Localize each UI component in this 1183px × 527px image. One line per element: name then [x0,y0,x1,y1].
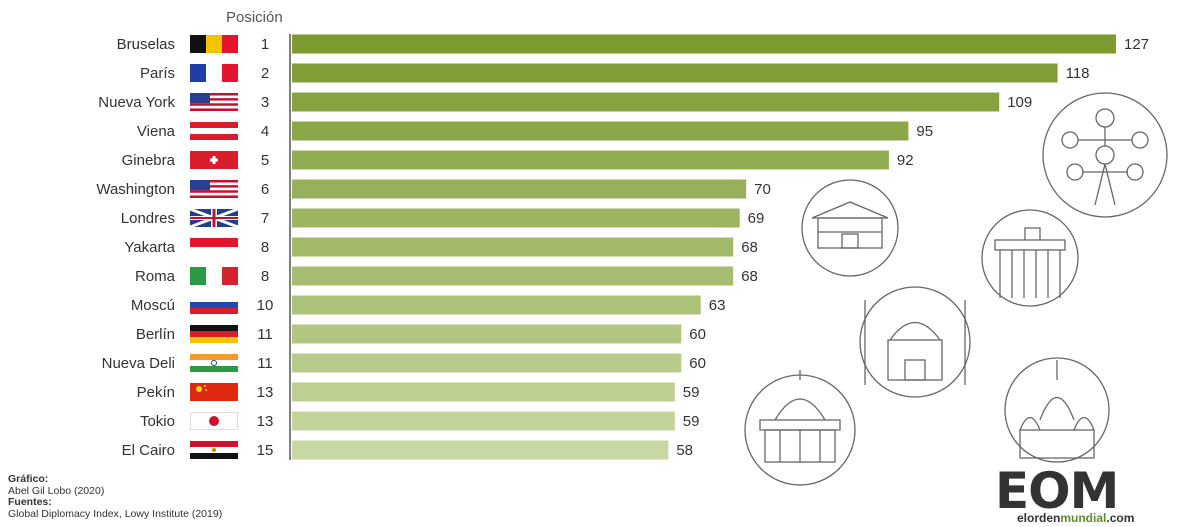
id-flag [190,238,238,256]
value-label: 127 [1124,36,1149,53]
position-label: 6 [261,181,269,198]
cn-flag [190,383,238,401]
de-flag [190,325,238,343]
atomium-icon [1042,92,1168,218]
position-label: 15 [257,442,274,459]
value-label: 95 [916,123,933,140]
city-label: El Cairo [122,442,175,459]
mosque-icon [859,286,971,398]
forbidden-city-icon [801,179,899,277]
value-label: 68 [741,268,758,285]
capitol-icon [744,370,856,486]
in-flag [190,354,238,372]
city-label: Yakarta [124,239,175,256]
logo-site: elordenmundial.com [1017,511,1135,525]
logo-mark: EOM [995,462,1119,520]
value-label: 63 [709,297,726,314]
value-label: 60 [689,326,706,343]
city-label: Ginebra [122,152,176,169]
value-label: 118 [1066,65,1090,82]
value-label: 59 [683,413,700,430]
city-label: Nueva York [98,94,175,111]
value-label: 60 [689,355,706,372]
ru-flag [190,296,238,314]
city-label: Berlín [136,326,175,343]
position-header: Posición [226,9,283,26]
value-label: 69 [748,210,765,227]
city-label: París [140,65,175,82]
value-label: 59 [683,384,700,401]
bar [292,324,682,344]
jp-flag [190,412,238,430]
fr-flag [190,64,238,82]
bar [292,150,889,170]
value-label: 92 [897,152,914,169]
sources-text: Global Diplomacy Index, Lowy Institute (… [8,507,223,520]
position-label: 7 [261,210,269,227]
bar [292,411,675,431]
value-label: 109 [1007,94,1032,111]
bar [292,237,734,257]
value-label: 70 [754,181,771,198]
position-label: 3 [261,94,269,111]
position-label: 11 [257,326,273,343]
position-label: 10 [257,297,274,314]
value-label: 58 [676,442,693,459]
bar [292,92,1000,112]
position-label: 2 [261,65,269,82]
us-flag [190,93,238,111]
bar [292,440,669,460]
position-label: 5 [261,152,269,169]
city-label: Viena [137,123,176,140]
bar [292,179,747,199]
city-label: Moscú [131,297,175,314]
be-flag [190,35,238,53]
credits: Gráfico: Abel Gil Lobo (2020) Fuentes: G… [8,473,223,520]
graphic-label: Gráfico: [8,473,49,485]
city-label: Tokio [140,413,175,430]
city-label: Roma [135,268,176,285]
bar [292,34,1116,54]
uk-flag [189,207,239,229]
position-label: 8 [261,268,269,285]
position-label: 11 [257,355,273,372]
position-label: 1 [261,36,269,53]
bar [292,63,1058,83]
bar [292,208,740,228]
city-label: Washington [96,181,175,198]
eom-logo: EOM elordenmundial.com [995,462,1181,525]
us-flag [190,180,238,198]
value-label: 68 [741,239,758,256]
position-label: 4 [261,123,269,140]
bar [292,266,734,286]
kremlin-icon [1004,357,1110,463]
city-label: Pekín [137,384,175,401]
brandenburg-gate-icon [981,209,1079,307]
eg-flag [190,441,238,459]
position-label: 8 [261,239,269,256]
bar [292,121,909,141]
graphic-author: Abel Gil Lobo (2020) [8,484,105,497]
position-label: 13 [257,413,274,430]
bar [292,353,682,373]
ch-flag [190,151,238,169]
at-flag [190,122,238,140]
it-flag [190,267,238,285]
bar [292,382,675,402]
sources-label: Fuentes: [8,496,52,508]
city-label: Nueva Deli [102,355,175,372]
bar [292,295,701,315]
position-label: 13 [257,384,274,401]
city-label: Bruselas [117,36,175,53]
city-label: Londres [121,210,175,227]
